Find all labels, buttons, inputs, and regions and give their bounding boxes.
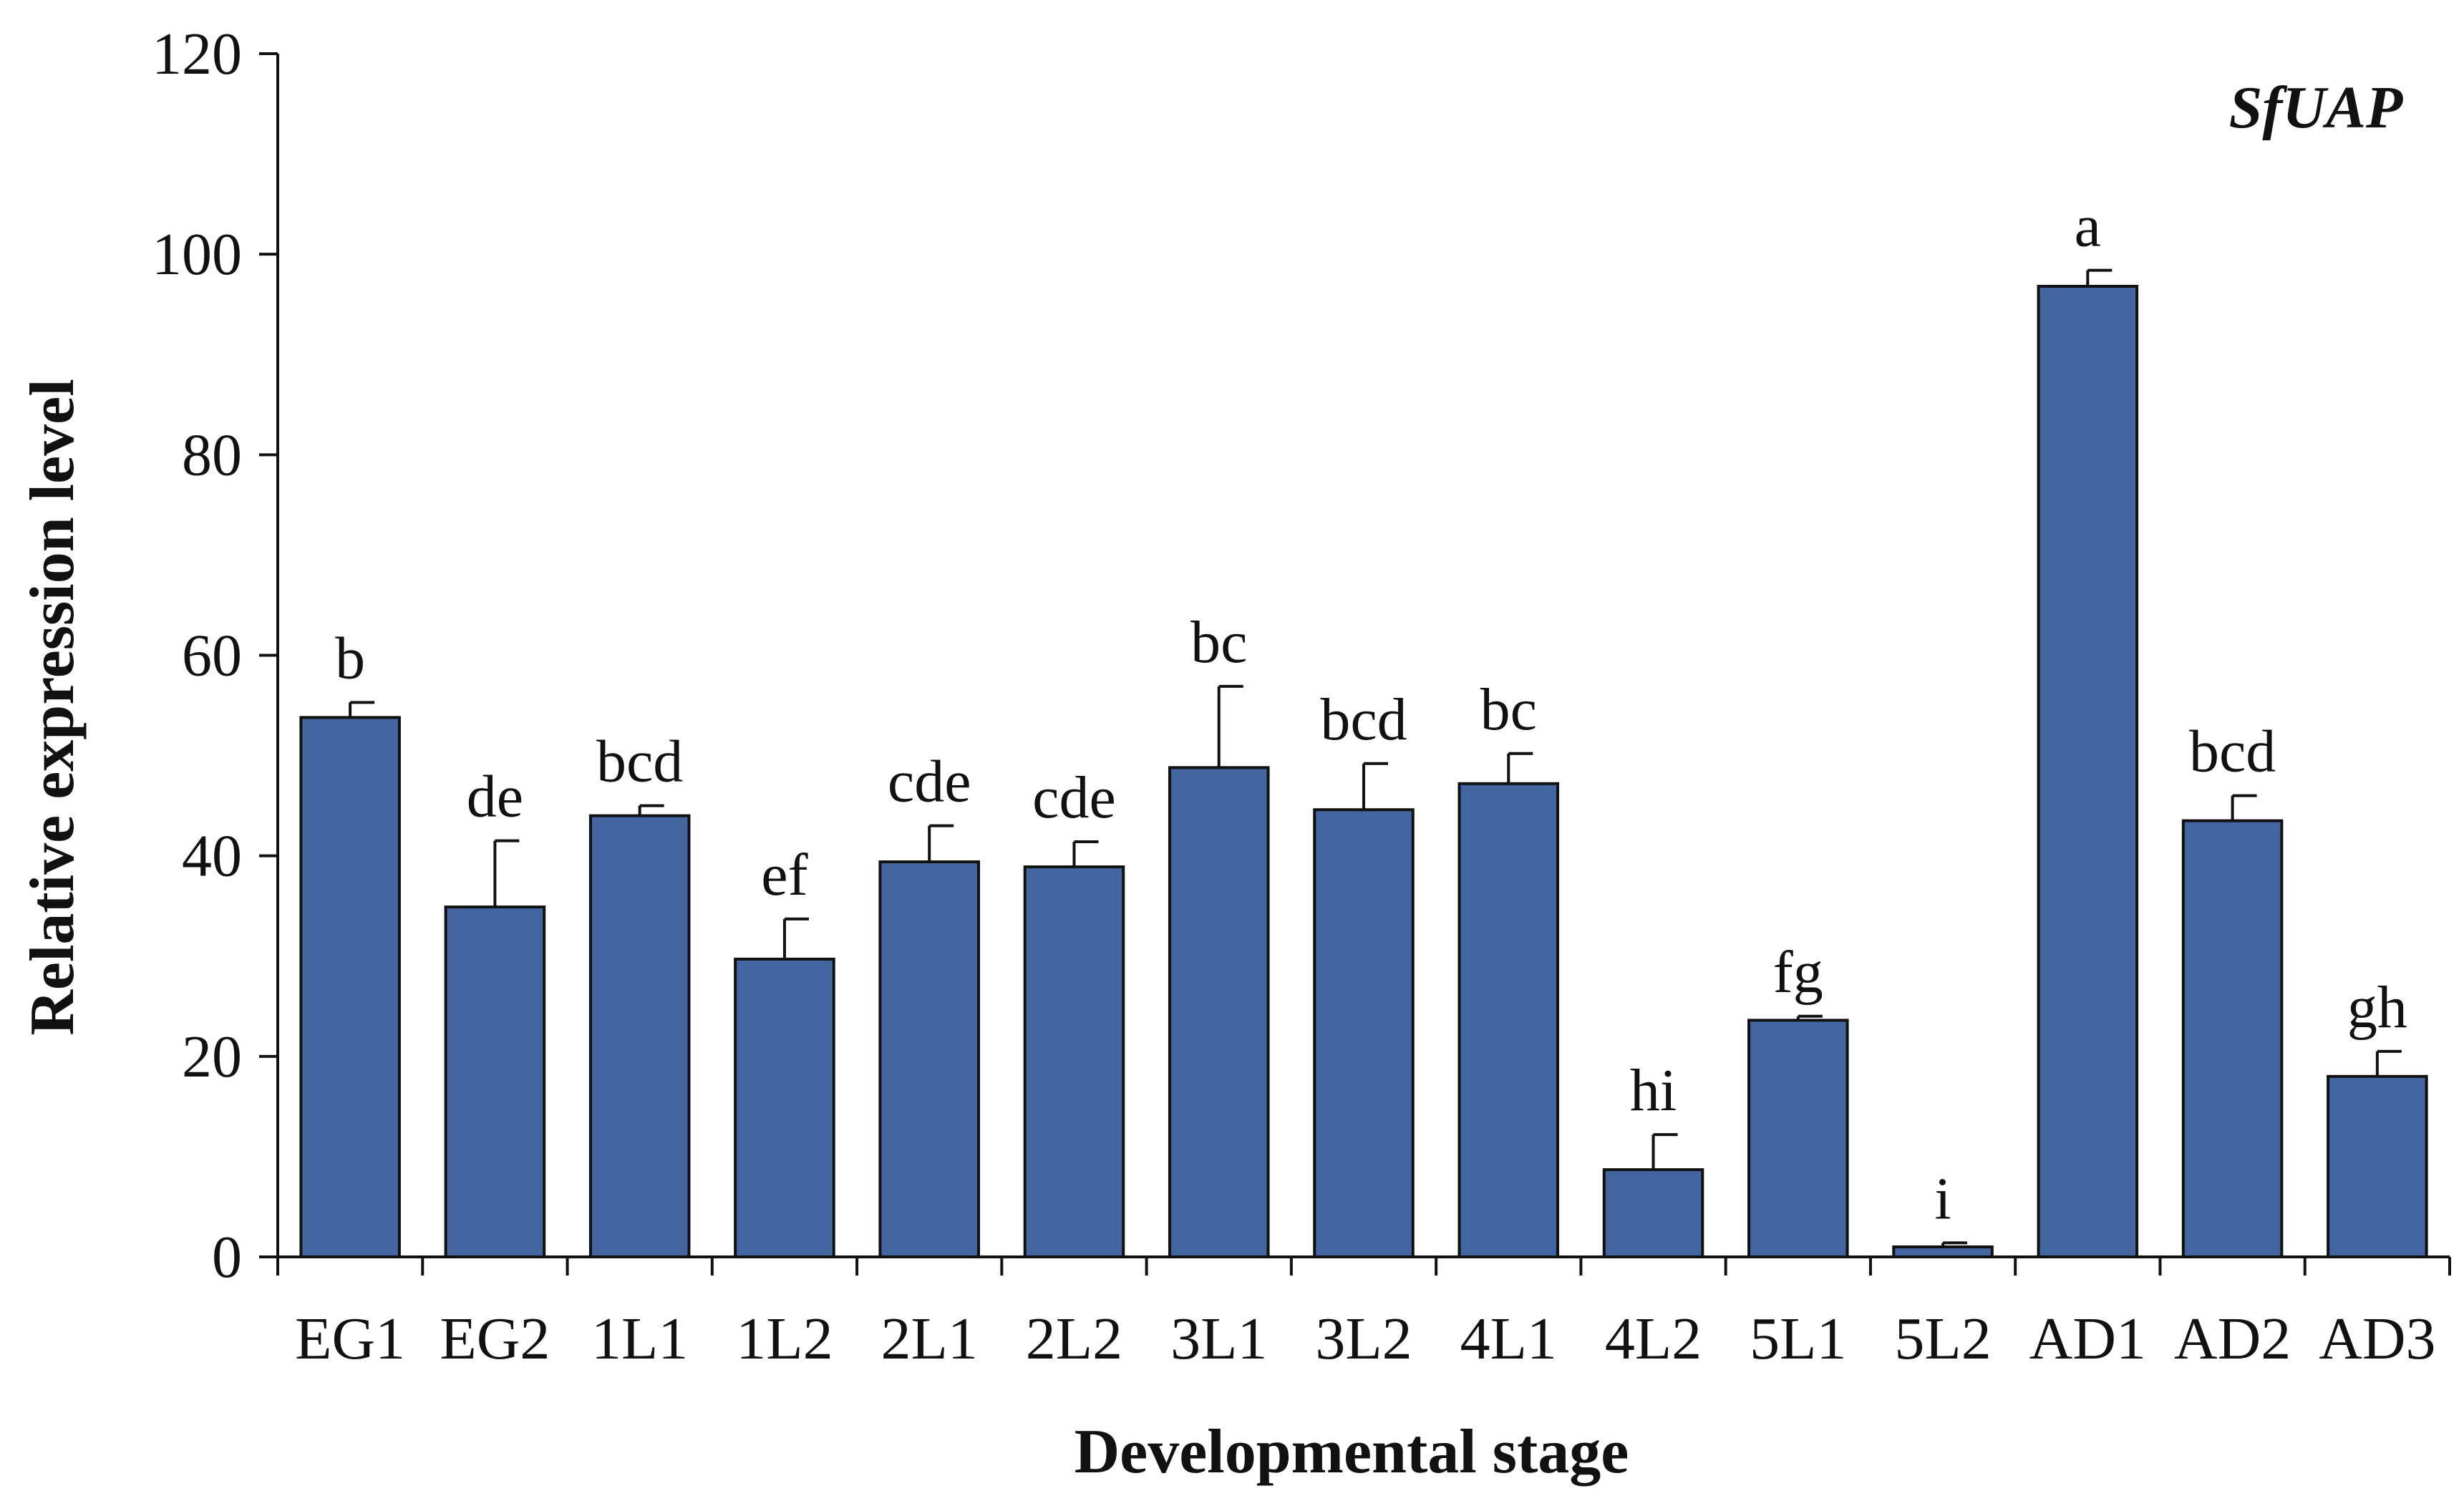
bar-ad3 xyxy=(2327,1074,2428,1258)
x-tick-label-ad2: AD2 xyxy=(2174,1306,2291,1372)
x-axis-ticks xyxy=(276,1257,2451,1276)
bar-2l1 xyxy=(878,860,980,1258)
y-tick-label: 0 xyxy=(212,1224,242,1291)
bar-4l2 xyxy=(1602,1168,1704,1258)
bar-3l2 xyxy=(1313,808,1415,1259)
significance-label-1l1: bcd xyxy=(596,729,683,795)
significance-label-3l1: bc xyxy=(1190,609,1247,676)
significance-label-3l2: bcd xyxy=(1320,686,1407,753)
bar-5l1 xyxy=(1747,1019,1849,1258)
x-tick-label-4l2: 4L2 xyxy=(1605,1306,1702,1372)
bar-4l1 xyxy=(1457,782,1560,1258)
y-tick-label: 60 xyxy=(182,623,242,689)
bars-group xyxy=(299,268,2428,1259)
significance-label-ad3: gh xyxy=(2347,974,2407,1041)
chart-title: SfUAP xyxy=(2229,74,2403,141)
significance-label-eg1: b xyxy=(335,625,365,691)
significance-label-2l1: cde xyxy=(888,749,971,815)
x-tick-label-ad1: AD1 xyxy=(2029,1306,2146,1372)
x-tick-label-2l1: 2L1 xyxy=(881,1306,978,1372)
bar-5l2 xyxy=(1892,1245,1994,1259)
y-tick-label: 120 xyxy=(152,21,242,87)
bar-2l2 xyxy=(1023,865,1125,1258)
y-tick-label: 40 xyxy=(182,823,242,890)
x-tick-label-3l1: 3L1 xyxy=(1170,1306,1267,1372)
bar-ad1 xyxy=(2037,284,2139,1259)
bar-ad2 xyxy=(2181,819,2284,1258)
significance-label-1l2: ef xyxy=(761,842,807,908)
x-tick-label-3l2: 3L2 xyxy=(1315,1306,1412,1372)
y-tick-label: 100 xyxy=(152,221,242,288)
x-tick-label-4l1: 4L1 xyxy=(1460,1306,1557,1372)
x-tick-label-5l1: 5L1 xyxy=(1750,1306,1846,1372)
bar-1l1 xyxy=(588,814,691,1258)
x-tick-label-1l1: 1L1 xyxy=(591,1306,688,1372)
bar-eg2 xyxy=(444,905,546,1258)
bar-eg1 xyxy=(299,716,401,1258)
y-tick-label: 80 xyxy=(182,422,242,488)
bar-3l1 xyxy=(1168,766,1270,1258)
y-axis-ticks: 0 20 40 60 80 100 120 xyxy=(152,21,278,1291)
significance-label-eg2: de xyxy=(467,764,523,830)
x-tick-label-2l2: 2L2 xyxy=(1026,1306,1122,1372)
y-tick-label: 20 xyxy=(182,1024,242,1090)
labels-group: b EG1 de EG2 bcd 1L1 ef 1L2 cde 2L1 cde 2L2 bc 3L1 bcd… xyxy=(295,193,2435,1372)
significance-label-2l2: cde xyxy=(1032,764,1116,831)
x-tick-label-ad3: AD3 xyxy=(2319,1306,2435,1372)
significance-label-ad1: a xyxy=(2075,193,2101,260)
x-axis-title: Developmental stage xyxy=(1075,1417,1629,1487)
significance-label-5l1: fg xyxy=(1773,939,1823,1006)
significance-label-ad2: bcd xyxy=(2189,719,2276,785)
y-axis-title: Relative expression level xyxy=(18,379,87,1035)
x-tick-label-5l2: 5L2 xyxy=(1894,1306,1991,1372)
x-tick-label-eg1: EG1 xyxy=(295,1306,405,1372)
axes-group xyxy=(276,54,2450,1258)
x-tick-label-eg2: EG2 xyxy=(440,1306,550,1372)
significance-label-4l1: bc xyxy=(1480,676,1537,743)
x-tick-label-1l2: 1L2 xyxy=(736,1306,833,1372)
significance-label-4l2: hi xyxy=(1630,1057,1677,1124)
bar-1l2 xyxy=(734,957,835,1258)
significance-label-5l2: i xyxy=(1934,1165,1951,1232)
